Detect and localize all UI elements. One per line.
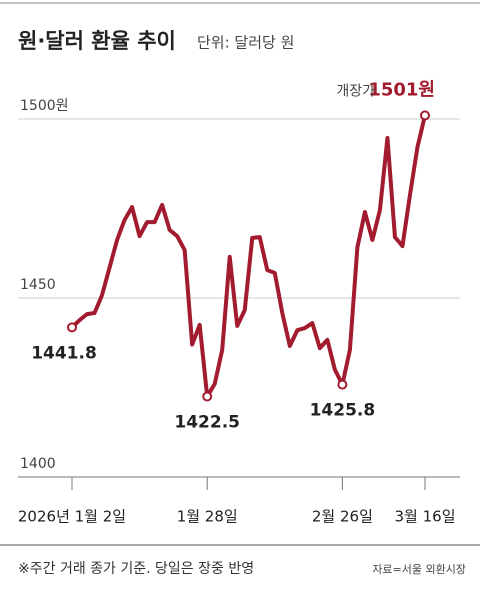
point-marker <box>202 391 213 402</box>
x-tick-label: 3월 16일 <box>395 508 456 526</box>
footnote: ※주간 거래 종가 기준. 당일은 장중 반영 <box>18 561 254 577</box>
x-tick-label: 1월 28일 <box>177 508 238 526</box>
value-label: 1425.8 <box>310 401 376 421</box>
point-marker <box>67 322 77 333</box>
x-tick-label: 2월 26일 <box>312 508 373 526</box>
annotation: 개장가 <box>336 83 375 99</box>
point-marker <box>337 379 348 390</box>
chart-title: 원·달러 환율 추이 <box>18 29 176 53</box>
y-tick-label: 1450 <box>20 277 56 293</box>
value-label: 1441.8 <box>31 343 97 363</box>
y-tick-label: 1500원 <box>20 98 69 114</box>
value-label: 1422.5 <box>174 412 240 432</box>
y-tick-label: 1400 <box>20 456 56 472</box>
line <box>70 114 427 399</box>
value-label: 1501원 <box>368 79 435 100</box>
point-marker <box>420 110 430 121</box>
source: 자료=서울 외환시장 <box>372 563 466 576</box>
chart-subtitle: 단위: 달러당 원 <box>197 34 294 52</box>
x-tick-label: 2026년 1월 2일 <box>18 508 126 526</box>
